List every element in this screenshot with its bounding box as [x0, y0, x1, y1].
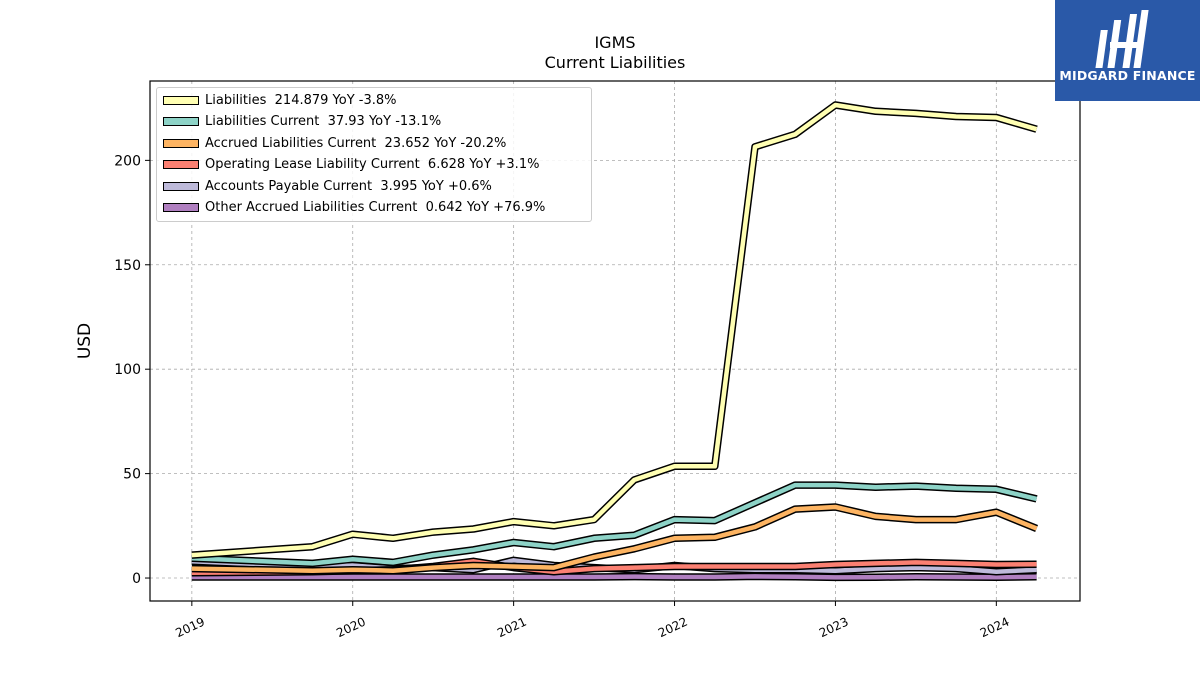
series-core — [191, 504, 1038, 573]
x-tick-label: 2023 — [817, 615, 851, 641]
legend-swatch — [163, 138, 199, 148]
y-tick-label: 200 — [114, 153, 141, 169]
series-line-1 — [191, 481, 1038, 568]
x-tick-label: 2021 — [495, 615, 529, 641]
series-line-0 — [191, 101, 1038, 559]
legend-swatch — [163, 117, 199, 127]
legend-item: Other Accrued Liabilities Current 0.642 … — [163, 198, 588, 218]
legend: Liabilities 214.879 YoY -3.8% Liabilities… — [156, 87, 592, 222]
legend-swatch — [163, 181, 199, 191]
logo-text: MIDGARD FINANCE — [1059, 68, 1196, 83]
chart-subtitle: Current Liabilities — [544, 53, 686, 72]
plot-frame — [149, 80, 1081, 602]
y-tick-label: 100 — [114, 362, 141, 378]
legend-label: Other Accrued Liabilities Current 0.642 … — [205, 200, 546, 215]
legend-label: Liabilities Current 37.93 YoY -13.1% — [205, 114, 442, 130]
y-axis-label: USD — [75, 323, 95, 359]
legend-item: Liabilities 214.879 YoY -3.8% — [163, 91, 588, 111]
series-line-5 — [191, 572, 1037, 582]
legend-label: Accrued Liabilities Current 23.652 YoY -… — [205, 135, 507, 151]
y-tick-label: 150 — [114, 258, 141, 274]
legend-label: Liabilities 214.879 YoY -3.8% — [205, 93, 397, 108]
legend-swatch — [163, 96, 199, 105]
legend-item: Accounts Payable Current 3.995 YoY +0.6% — [163, 177, 588, 197]
y-tick-label: 50 — [123, 467, 141, 483]
legend-item: Operating Lease Liability Current 6.628 … — [163, 155, 588, 175]
x-tick-label: 2020 — [334, 615, 368, 641]
legend-item: Accrued Liabilities Current 23.652 YoY -… — [163, 134, 588, 154]
legend-swatch — [163, 160, 199, 170]
series-lines — [191, 101, 1039, 582]
series-core — [191, 482, 1038, 566]
chart-title: IGMS — [594, 33, 636, 52]
legend-label: Operating Lease Liability Current 6.628 … — [205, 157, 540, 173]
legend-label: Accounts Payable Current 3.995 YoY +0.6% — [205, 178, 492, 194]
x-tick-label: 2019 — [173, 615, 207, 641]
y-tick-label: 0 — [132, 571, 141, 587]
x-tick-label: 2024 — [978, 615, 1012, 641]
x-tick-label: 2022 — [656, 615, 690, 641]
series-core — [191, 574, 1037, 580]
midgard-logo: MIDGARD FINANCE — [1055, 0, 1200, 101]
legend-item: Liabilities Current 37.93 YoY -13.1% — [163, 112, 588, 132]
legend-swatch — [163, 203, 199, 212]
midgard-logo-icon — [1095, 10, 1149, 68]
series-core — [191, 102, 1038, 558]
series-line-2 — [191, 503, 1039, 575]
